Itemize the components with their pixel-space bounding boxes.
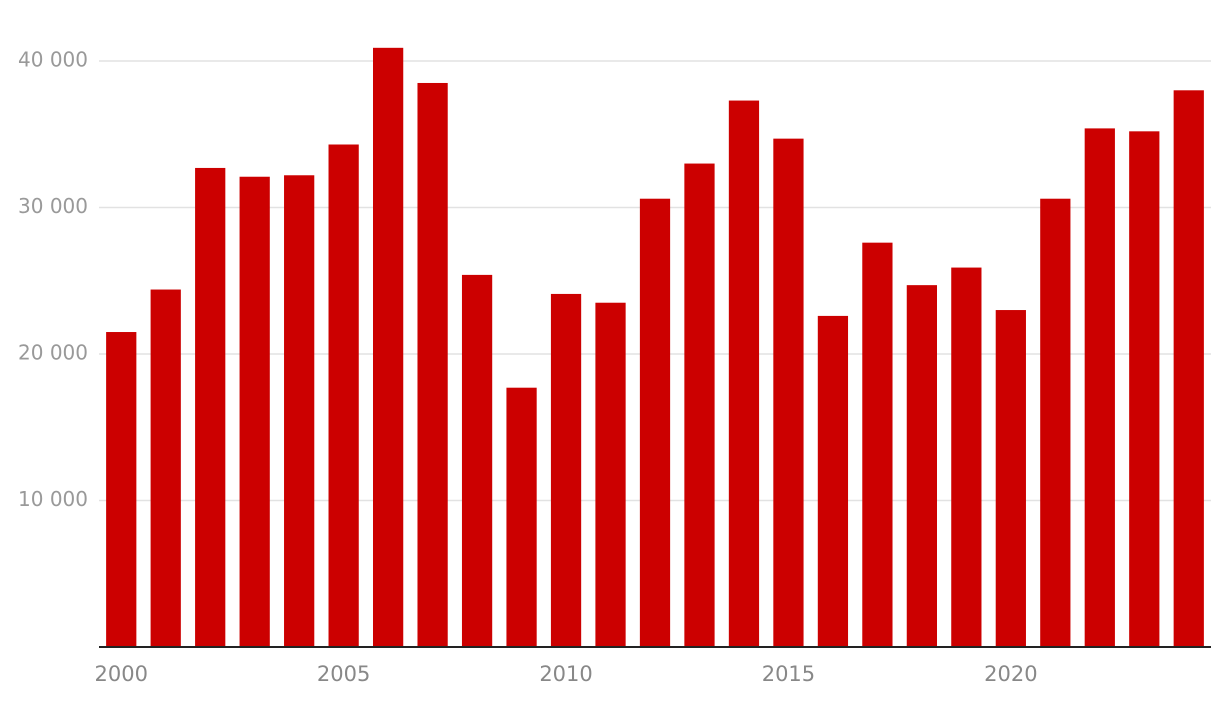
bar (461, 274, 493, 647)
bar (239, 176, 270, 648)
x-tick-label: 2010 (539, 662, 592, 686)
bar (728, 100, 760, 648)
bar (595, 302, 626, 647)
bar (1040, 198, 1071, 647)
bar (684, 163, 715, 648)
x-tick-label: 2020 (984, 662, 1037, 686)
bar (639, 198, 671, 647)
bar (1084, 128, 1115, 647)
bar (906, 285, 938, 647)
bar (1129, 131, 1160, 647)
bar (328, 144, 359, 647)
y-tick-label: 10 000 (18, 487, 88, 511)
x-tick-label: 2005 (317, 662, 370, 686)
bar (417, 82, 448, 648)
y-tick-label: 40 000 (18, 48, 88, 72)
x-tick-label: 2000 (95, 662, 148, 686)
bar (995, 310, 1026, 647)
bar (284, 175, 315, 647)
bar (150, 289, 181, 647)
bar (773, 138, 804, 647)
bar (106, 332, 137, 647)
y-tick-label: 20 000 (18, 341, 88, 365)
bar (195, 167, 226, 647)
bar (506, 387, 537, 647)
bar (550, 293, 582, 647)
y-tick-label: 30 000 (18, 194, 88, 218)
bar (817, 315, 849, 647)
bar (862, 242, 893, 647)
bar (951, 267, 982, 647)
bar (372, 47, 404, 647)
x-tick-label: 2015 (762, 662, 815, 686)
bar (1173, 90, 1204, 648)
